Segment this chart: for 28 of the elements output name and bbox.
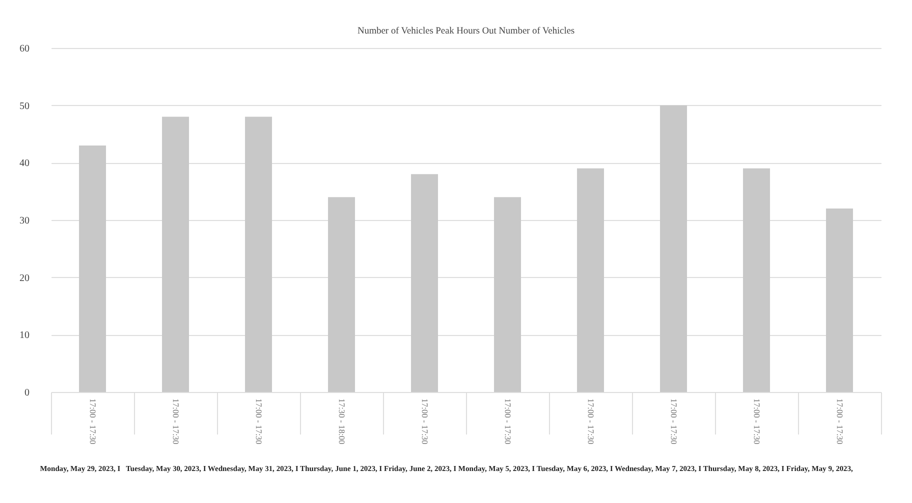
bar — [245, 116, 272, 392]
y-tick-label: 50 — [20, 100, 30, 112]
y-tick-label: 10 — [20, 330, 30, 342]
x-tick-label: 17:00 - 17:30 — [669, 398, 679, 444]
x-tick-label: 17:00 - 17:30 — [171, 398, 181, 444]
x-tick-label: 17:00 - 17:30 — [88, 398, 98, 444]
x-tick-label: 17:00 - 17:30 — [835, 398, 845, 444]
y-tick-label: 0 — [24, 388, 30, 398]
x-tick-label: 17:00 - 17:30 — [752, 398, 762, 444]
x-tick-label: 17:30 - 18:00 — [337, 398, 347, 444]
bar — [826, 208, 853, 392]
bar — [494, 197, 521, 392]
y-tick-label: 40 — [20, 158, 30, 170]
bar — [660, 105, 687, 392]
bar — [743, 168, 770, 392]
bar — [328, 197, 355, 392]
x-tick-label: 17:00 - 17:30 — [503, 398, 513, 444]
y-tick-label: 20 — [20, 272, 30, 284]
y-tick-label: 30 — [20, 216, 30, 226]
chart-title: Number of Vehicles Peak Hours Out Number of Vehicles — [357, 26, 575, 36]
bar — [577, 168, 604, 392]
x-tick-label: 17:00 - 17:30 — [420, 398, 430, 444]
y-tick-label: 60 — [20, 44, 30, 54]
bar — [79, 145, 106, 392]
bar — [162, 116, 189, 392]
bar — [411, 174, 438, 392]
x-tick-label: 17:00 - 17:30 — [586, 398, 596, 444]
x-tick-label: 17:00 - 17:30 — [254, 398, 264, 444]
